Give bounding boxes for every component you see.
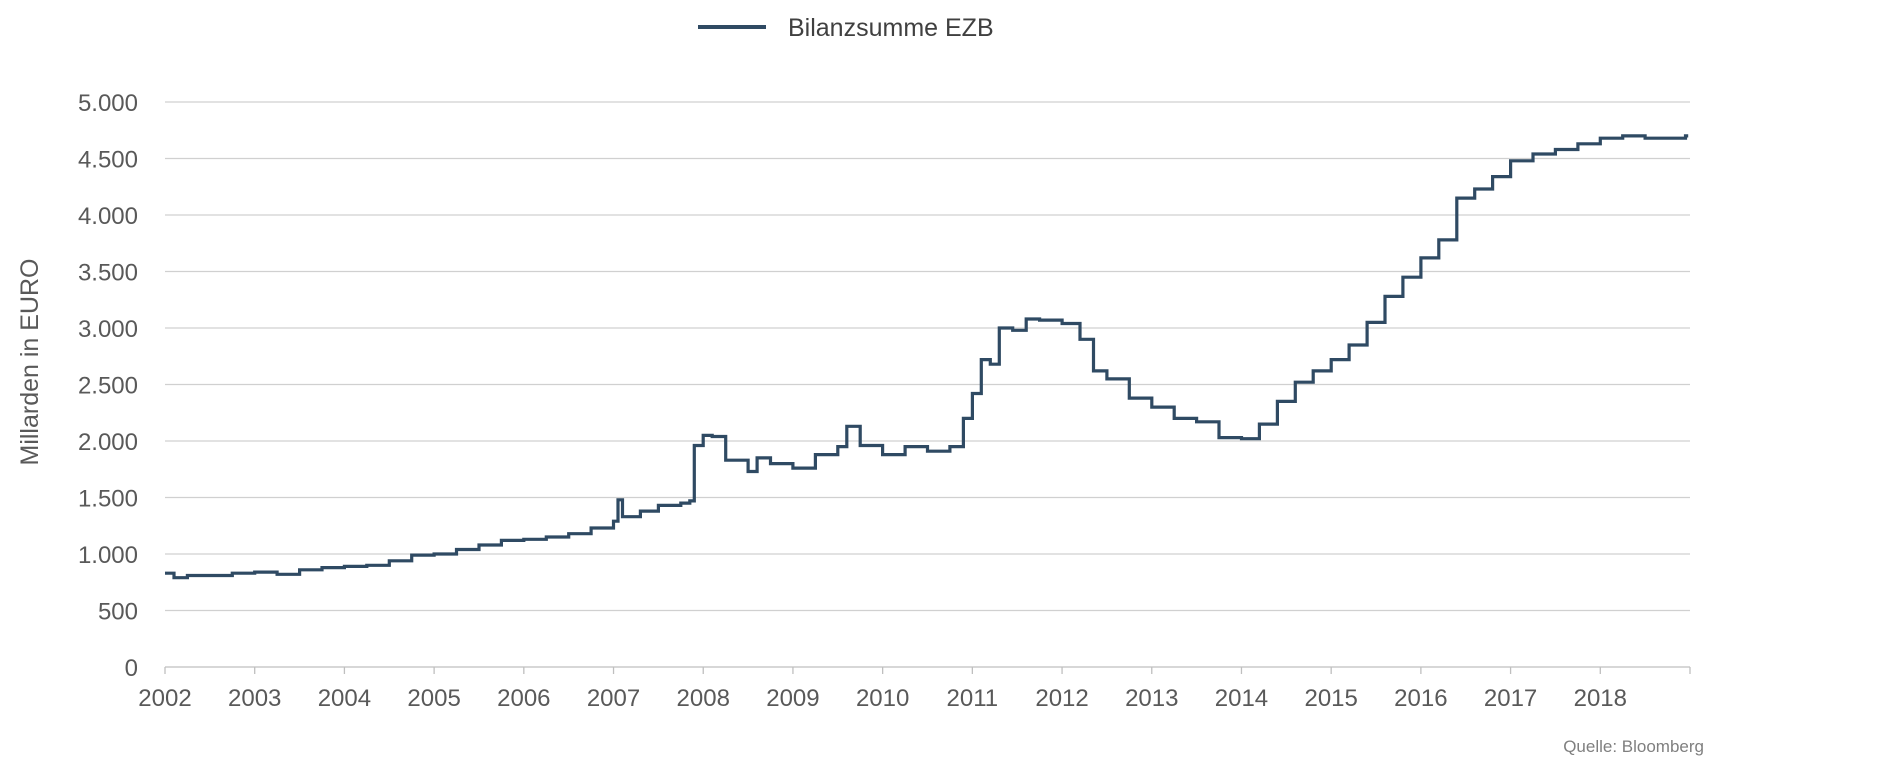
x-tick-label: 2017 xyxy=(1484,685,1537,712)
x-tick-label: 2011 xyxy=(947,685,999,712)
x-tick-label: 2005 xyxy=(407,685,460,712)
x-axis: 2002 2003 2004 2005 2006 2007 2008 2009 2010 2011… xyxy=(138,666,1691,712)
x-tick-label: 2012 xyxy=(1035,685,1088,712)
series-line-bilanzsumme-ezb xyxy=(165,134,1689,580)
x-tick-label: 2014 xyxy=(1215,685,1268,712)
y-tick-label: 3.500 xyxy=(78,260,138,287)
x-tick-label: 2008 xyxy=(677,685,730,712)
legend: Bilanzsumme EZB xyxy=(698,14,994,42)
y-tick-label: 5.000 xyxy=(78,90,138,117)
gridlines xyxy=(165,101,1690,612)
y-tick-label: 500 xyxy=(98,599,138,626)
y-tick-label: 2.000 xyxy=(78,429,138,456)
x-tick-label: 2004 xyxy=(318,685,371,712)
source-note: Quelle: Bloomberg xyxy=(1563,737,1704,756)
x-tick-label: 2018 xyxy=(1574,685,1627,712)
x-tick-label: 2007 xyxy=(587,685,640,712)
x-tick-label: 2009 xyxy=(766,685,819,712)
x-tick-label: 2002 xyxy=(138,685,191,712)
x-tick-label: 2016 xyxy=(1394,685,1447,712)
y-tick-label: 4.500 xyxy=(78,147,138,174)
y-tick-label: 0 xyxy=(125,655,138,682)
y-tick-label: 1.500 xyxy=(78,486,138,513)
x-tick-label: 2003 xyxy=(228,685,281,712)
x-tick-label: 2010 xyxy=(856,685,909,712)
y-tick-label: 2.500 xyxy=(78,373,138,400)
y-tick-label: 1.000 xyxy=(78,542,138,569)
x-tick-label: 2015 xyxy=(1304,685,1357,712)
y-axis-ticks: 0 500 1.000 1.500 2.000 2.500 3.000 3.500 4.000 4… xyxy=(78,90,138,682)
legend-label: Bilanzsumme EZB xyxy=(788,14,994,42)
y-axis-title: Millarden in EURO xyxy=(16,258,44,465)
series-group xyxy=(165,134,1689,580)
y-tick-label: 3.000 xyxy=(78,316,138,343)
y-tick-label: 4.000 xyxy=(78,203,138,230)
x-tick-label: 2006 xyxy=(497,685,550,712)
x-tick-label: 2013 xyxy=(1125,685,1178,712)
